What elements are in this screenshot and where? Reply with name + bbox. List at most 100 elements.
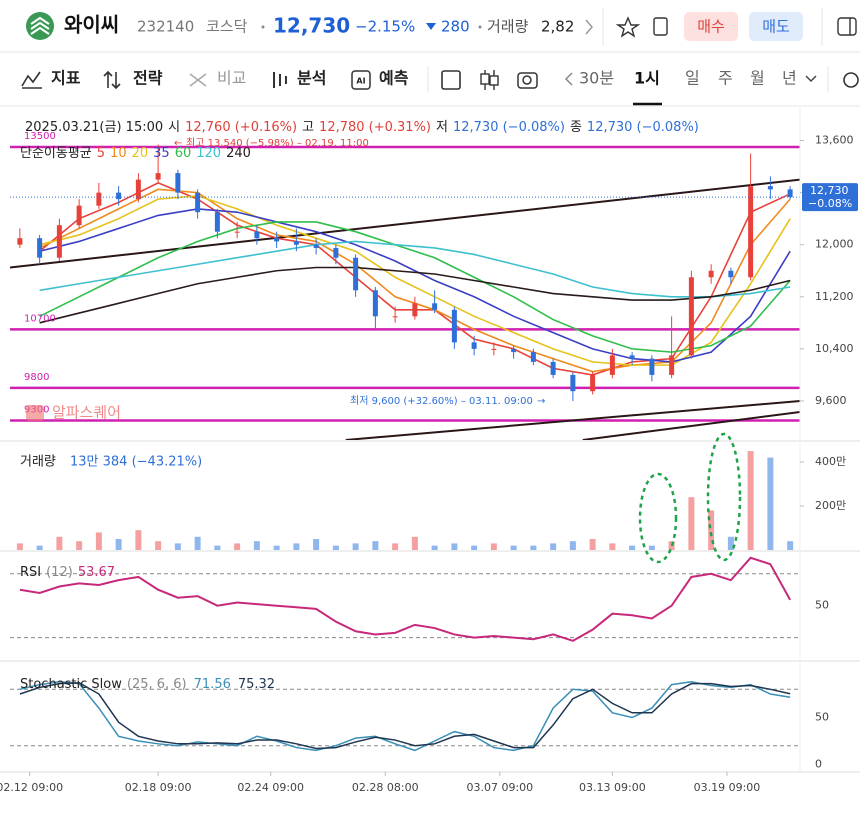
stochastic-value: 75.32 [238, 677, 275, 692]
period-tab[interactable]: 월 [750, 69, 765, 88]
header: 와이씨 232140 코스닥 12,730 −2.15% 280 거래량 2,8… [26, 8, 857, 46]
trendline [345, 399, 800, 440]
y-tick-label: 50 [815, 711, 829, 724]
level-label: 9800 [24, 372, 49, 383]
candle-body [392, 316, 398, 318]
ma-legend-item: 120 [196, 146, 221, 161]
indicators-button[interactable]: 지표 [51, 69, 81, 88]
volume-bar [76, 541, 83, 550]
volume-bar [471, 545, 478, 550]
ma-legend: 단순이동평균 5 10 20 35 60 120 240 [20, 146, 251, 161]
y-tick-label: 0 [815, 757, 822, 770]
volume-title: 거래량 [20, 455, 56, 470]
moving-average [39, 208, 791, 363]
info-close: 12,730 (−0.08%) [587, 120, 699, 135]
stock-code: 232140 [137, 18, 194, 36]
volume-bar [431, 545, 438, 550]
candle-body [155, 173, 161, 180]
forecast-button[interactable]: 예측 [379, 69, 409, 88]
volume-bar [747, 451, 754, 550]
volume-bar [352, 543, 359, 550]
volume-bar [609, 543, 616, 550]
buy-label: 매수 [697, 18, 725, 36]
market: 코스닥 [206, 18, 248, 36]
x-tick-label: 02.12 09:00 [0, 781, 63, 794]
watermark: 알파스퀘어 [52, 404, 121, 422]
ma-legend-item: 10 [110, 146, 127, 161]
sell-button[interactable] [749, 12, 803, 41]
candle-body [748, 186, 754, 278]
candle-body [570, 374, 576, 392]
period-tab[interactable]: 1시 [634, 69, 660, 88]
period-tab[interactable]: 30분 [579, 69, 614, 88]
screenshot[interactable] [517, 72, 538, 89]
candle-body [511, 348, 517, 353]
candle-body [767, 186, 773, 190]
panel-toggle[interactable] [837, 17, 857, 36]
candle-body [234, 231, 240, 233]
volume-bar [115, 539, 122, 550]
volume-summary: 13만 384 (−43.21%) [70, 455, 202, 470]
stochastic-line [19, 681, 791, 752]
period-tab[interactable]: 주 [718, 69, 733, 88]
candle-body [353, 257, 359, 291]
candle-body [471, 342, 477, 349]
y-tick-label: 13,600 [815, 134, 854, 147]
watermark-logo [26, 405, 44, 421]
moving-average [39, 221, 791, 353]
chart-type[interactable] [480, 73, 490, 85]
candle-body [56, 225, 62, 258]
volume-bar [16, 543, 23, 550]
info-close-label: 종 [570, 120, 582, 135]
candle-body [76, 205, 82, 226]
favorite[interactable] [615, 16, 641, 38]
x-tick-label: 03.19 09:00 [694, 781, 761, 794]
volume-bar [530, 545, 537, 550]
volume-bar [56, 536, 63, 550]
candle-body [491, 348, 497, 350]
y-tick-label: 10,400 [815, 342, 854, 355]
analysis-button[interactable]: 분석 [297, 69, 326, 88]
volume: 2,82 [541, 18, 574, 36]
ohlc-info: 2025.03.21(금) 15:00 시 12,760 (+0.16%) 고 12,7… [25, 120, 699, 135]
candle-body [116, 192, 122, 200]
y-tick-label: 400만 [815, 455, 846, 468]
candle-body [214, 212, 220, 232]
volume-bar [332, 545, 339, 550]
change: 280 [441, 18, 470, 36]
volume-bar [550, 543, 557, 550]
candle-body [432, 303, 438, 310]
x-tick-label: 02.28 08:00 [352, 781, 419, 794]
volume-bar [648, 545, 655, 550]
volume-bar [490, 543, 497, 550]
volume-bar [451, 543, 458, 550]
ma-legend-title: 단순이동평균 [20, 146, 92, 161]
volume-bar [372, 541, 379, 550]
volume-bar [688, 497, 695, 550]
candle-body [135, 179, 141, 200]
candle-body [175, 173, 181, 193]
y-tick-label: 9,600 [815, 394, 847, 407]
draw-tool[interactable] [441, 70, 461, 90]
candle-body [590, 374, 596, 392]
candle-body [37, 238, 43, 258]
rsi-legend: RSI (12) 53.67 [20, 565, 115, 580]
rsi-line [19, 556, 791, 642]
sell-label: 매도 [762, 18, 790, 36]
period-tab[interactable]: 년 [782, 69, 797, 88]
compare-button[interactable]: 비교 [217, 69, 246, 88]
period-tab[interactable]: 일 [685, 69, 700, 88]
strategy-button[interactable]: 전략 [133, 69, 163, 88]
buy-button[interactable] [684, 12, 738, 41]
candle-body [649, 358, 655, 375]
volume-bar [629, 545, 636, 550]
info-low-label: 저 [436, 120, 448, 135]
stochastic-legend: Stochastic Slow (25, 6, 6) 71.56 75.32 [20, 677, 275, 692]
memo[interactable] [653, 17, 668, 36]
volume-bar [411, 536, 418, 550]
candle-body [728, 270, 734, 278]
candle-body [669, 355, 675, 375]
candle-body [274, 238, 280, 242]
ma-legend-item: 60 [175, 146, 192, 161]
settings[interactable] [843, 72, 859, 88]
